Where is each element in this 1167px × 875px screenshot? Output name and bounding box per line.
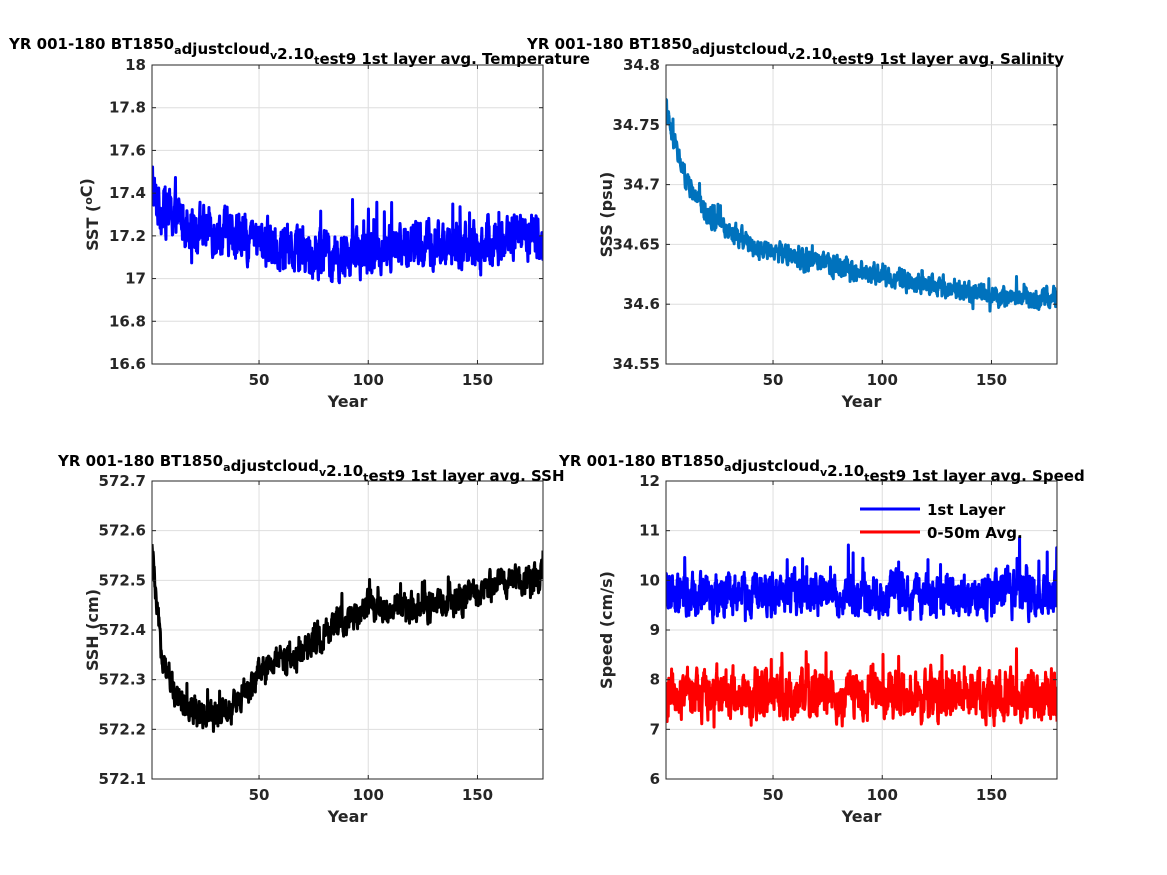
y-tick-label: 572.1 (99, 770, 146, 788)
y-tick-label: 572.3 (99, 671, 146, 689)
x-tick-label: 50 (249, 786, 270, 804)
x-tick-label: 150 (462, 371, 493, 389)
y-tick-label: 17.2 (109, 227, 146, 245)
y-tick-label: 10 (639, 571, 660, 589)
panel-speed: 50 100 150 6 7 8 9 10 11 12 Year Speed (cm/s) YR 001… (558, 452, 1085, 826)
y-tick-label: 34.6 (623, 295, 660, 313)
y-axis-label: SSS (psu) (597, 172, 616, 258)
x-tick-label: 50 (249, 371, 270, 389)
y-axis-label: SSH (cm) (83, 589, 102, 671)
y-tick-label: 34.7 (623, 176, 660, 194)
axes-box (665, 64, 1058, 365)
x-tick-label: 50 (763, 786, 784, 804)
panel-sst: 50 100 150 16.6 16.8 17 17.2 17.4 17.6 17.8 18 Year… (8, 35, 590, 411)
series-line-ssh-0 (152, 544, 543, 733)
chart-title: YR 001-180 BT1850adjustcloudv2.10test9 1… (558, 452, 1085, 485)
y-axis-label: SST (oC) (77, 178, 102, 251)
x-tick-label: 100 (867, 786, 898, 804)
y-tick-label: 18 (125, 56, 146, 74)
y-tick-label: 8 (650, 671, 660, 689)
y-tick-label: 34.8 (623, 56, 660, 74)
legend-label: 0-50m Avg. (927, 524, 1023, 542)
axes-box (151, 64, 544, 365)
y-tick-label: 16.6 (109, 355, 146, 373)
x-tick-label: 150 (976, 786, 1007, 804)
y-tick-label: 34.65 (613, 235, 660, 253)
y-tick-label: 12 (639, 472, 660, 490)
x-axis-label: Year (327, 807, 368, 826)
y-tick-label: 34.75 (613, 116, 660, 134)
y-tick-label: 572.6 (99, 522, 146, 540)
plot-area (666, 65, 1057, 364)
y-tick-label: 17.8 (109, 99, 146, 117)
y-axis-label: Speed (cm/s) (597, 571, 616, 689)
y-tick-label: 11 (639, 522, 660, 540)
panel-ssh: 50 100 150 572.1 572.2 572.3 572.4 572.5 572.6 57… (57, 452, 565, 826)
x-tick-label: 100 (353, 371, 384, 389)
y-tick-label: 17 (125, 270, 146, 288)
panel-sss: 50 100 150 34.55 34.6 34.65 34.7 34.75 34.8 Year S… (526, 35, 1064, 411)
y-tick-label: 6 (650, 770, 660, 788)
x-tick-label: 100 (353, 786, 384, 804)
chart-title: YR 001-180 BT1850adjustcloudv2.10test9 1… (526, 35, 1064, 68)
y-tick-label: 572.2 (99, 720, 146, 738)
y-tick-label: 16.8 (109, 312, 146, 330)
y-tick-label: 17.4 (109, 184, 146, 202)
y-tick-label: 572.4 (99, 621, 146, 639)
x-tick-label: 100 (867, 371, 898, 389)
x-axis-label: Year (841, 807, 882, 826)
x-tick-label: 150 (462, 786, 493, 804)
series-line-speed-1 (666, 647, 1057, 729)
y-tick-label: 7 (650, 720, 660, 738)
x-tick-label: 50 (763, 371, 784, 389)
legend: 1st Layer 0-50m Avg. (860, 501, 1023, 542)
y-tick-label: 572.7 (99, 472, 146, 490)
y-tick-label: 17.6 (109, 141, 146, 159)
chart-title: YR 001-180 BT1850adjustcloudv2.10test9 1… (57, 452, 565, 485)
x-axis-label: Year (841, 392, 882, 411)
y-tick-label: 34.55 (613, 355, 660, 373)
series-line-speed-0 (666, 535, 1057, 625)
chart-title: YR 001-180 BT1850adjustcloudv2.10test9 1… (8, 35, 590, 68)
series-line-sss-0 (666, 98, 1057, 313)
y-tick-label: 572.5 (99, 571, 146, 589)
y-tick-label: 9 (650, 621, 660, 639)
x-axis-label: Year (327, 392, 368, 411)
x-tick-label: 150 (976, 371, 1007, 389)
series-line-sst-0 (152, 165, 543, 285)
legend-label: 1st Layer (927, 501, 1006, 519)
